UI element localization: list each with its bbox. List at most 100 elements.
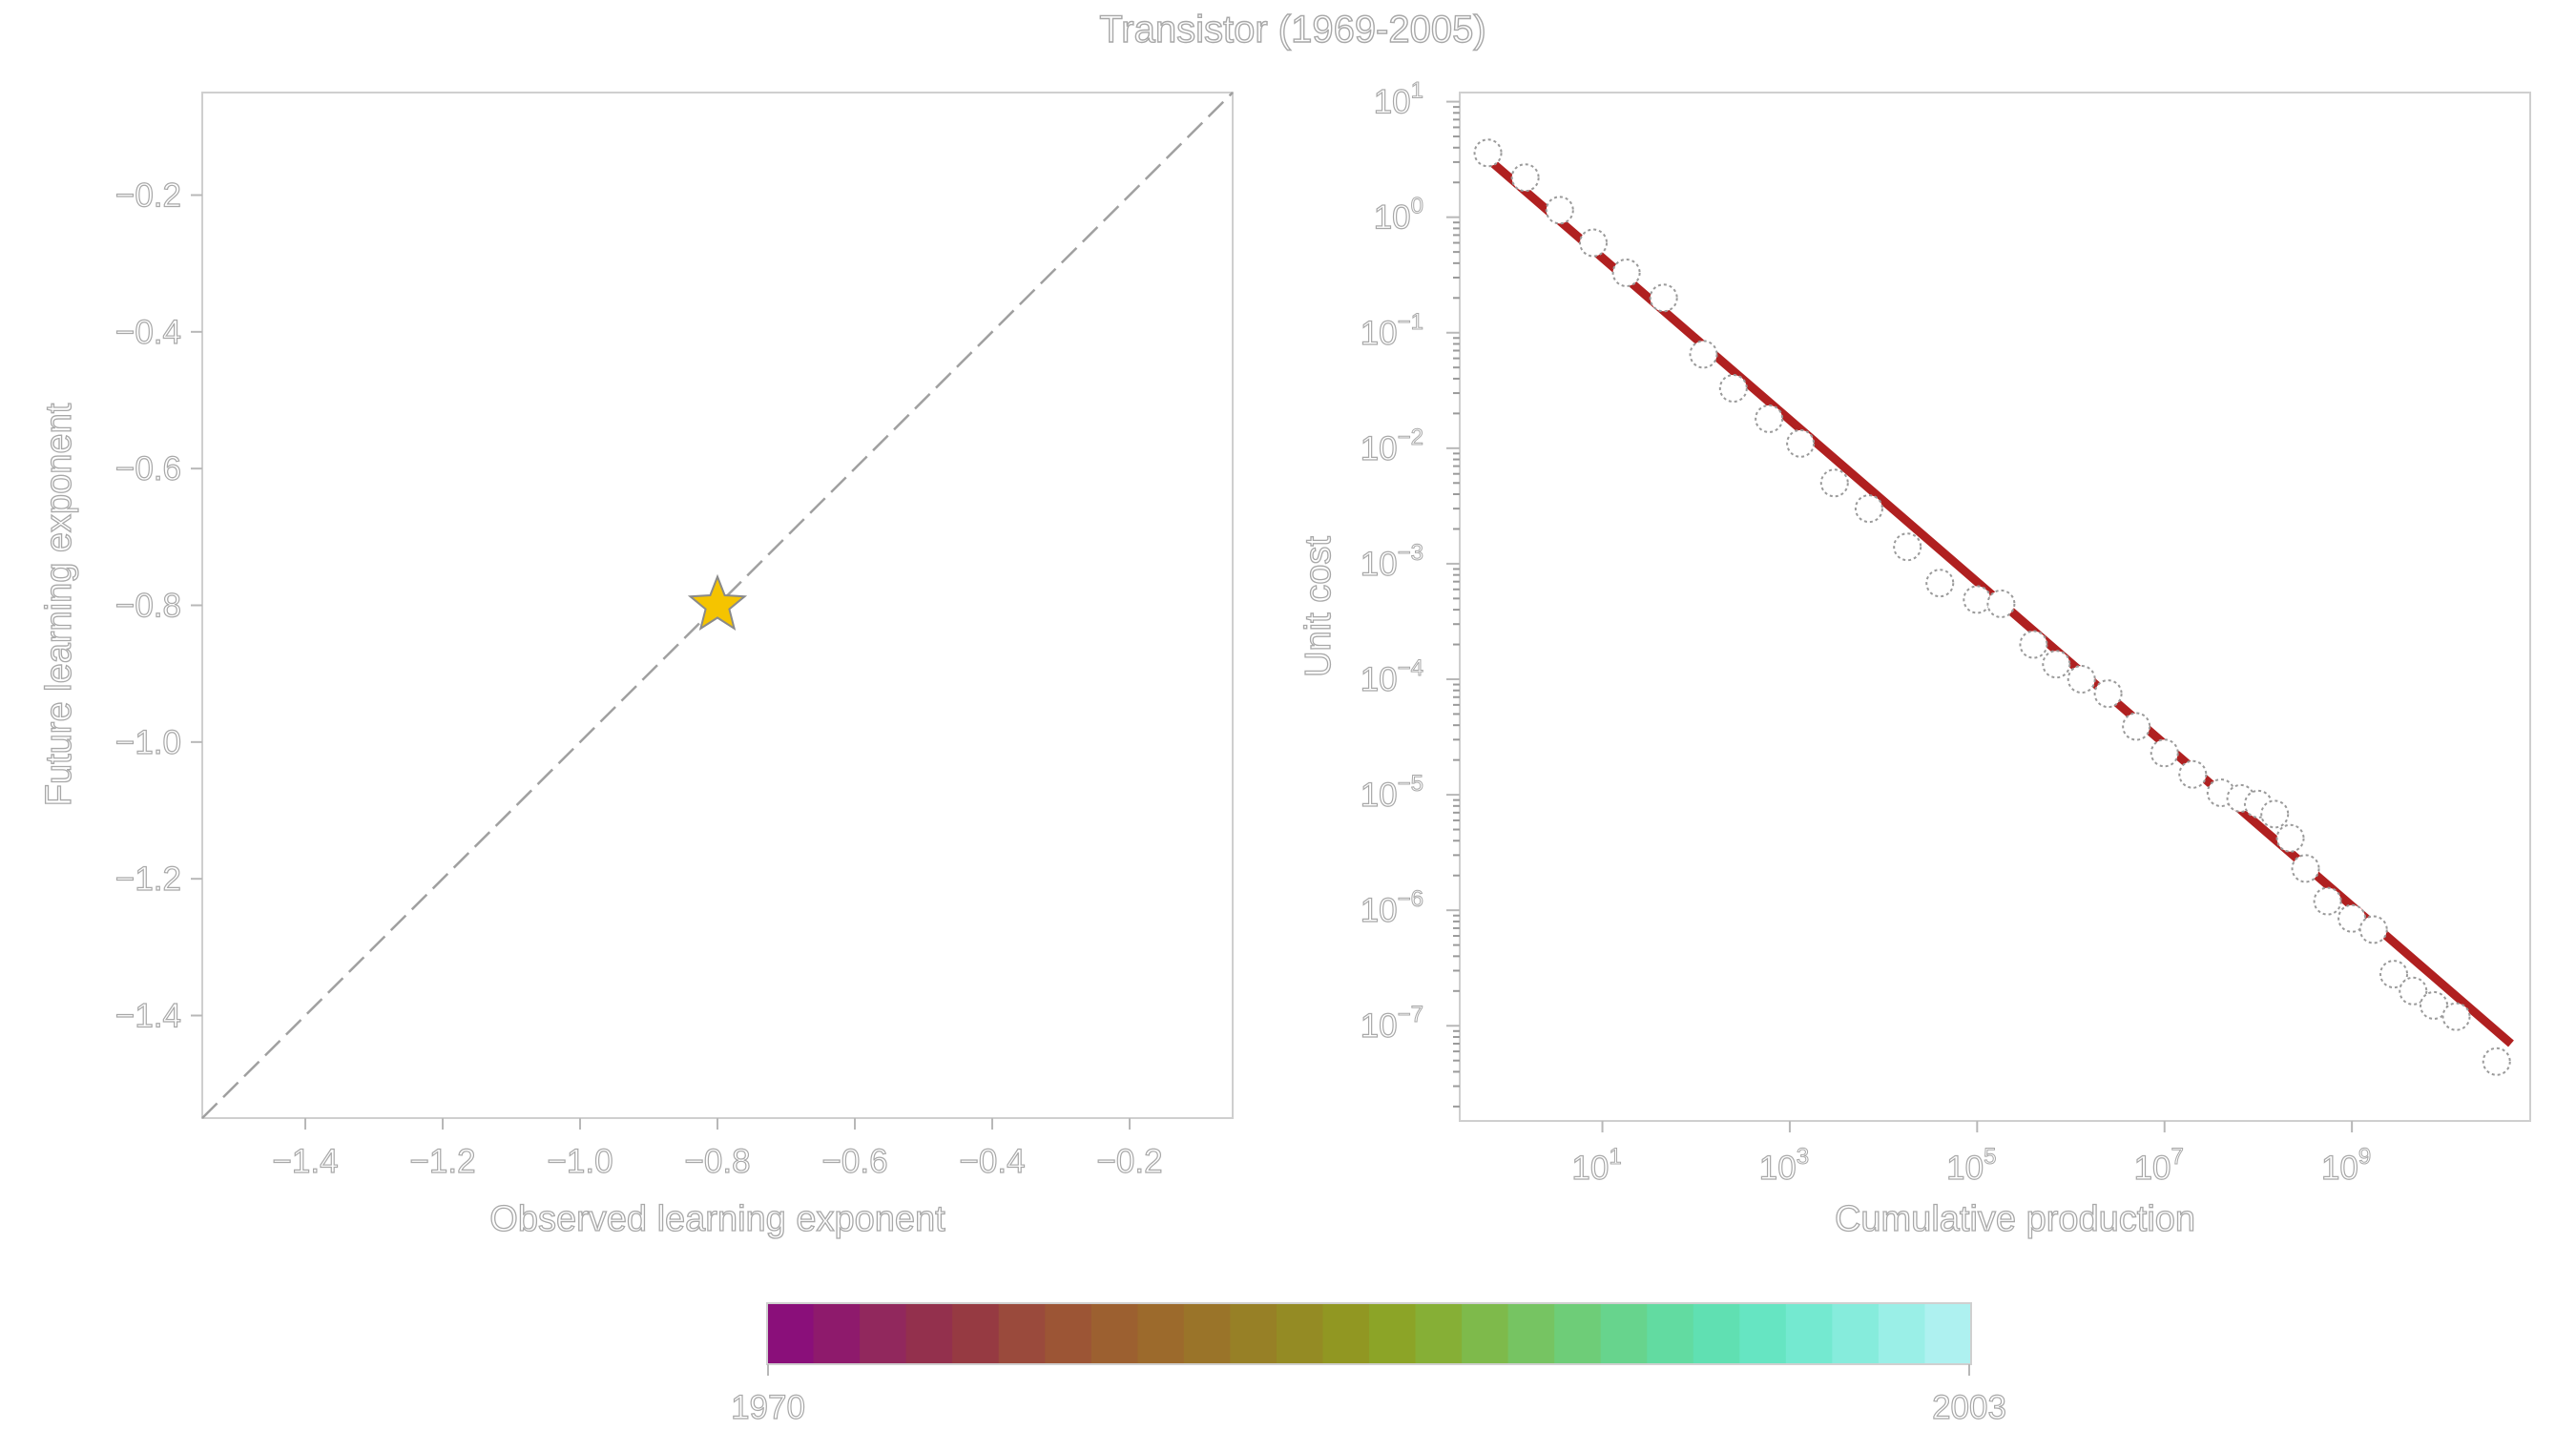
colorbar-cell [1369,1303,1417,1364]
figure-title: Transistor (1969-2005) [1099,9,1485,51]
left-y-tick-label: −0.2 [115,177,181,215]
right-y-tick-label: 101 [1374,78,1423,121]
right-y-axis-label: Unit cost [1298,536,1339,677]
data-point [1689,340,1718,369]
right-y-tick-exponent: −2 [1398,425,1423,450]
right-x-axis-ticks: 101 103 105 107 109 [1571,1121,2372,1188]
right-y-minor-ticks [1453,106,1460,1108]
data-point [2093,679,2123,709]
data-point [1819,468,1849,498]
right-y-tick-exponent: −4 [1398,655,1423,681]
right-x-tick-label: 109 [2321,1144,2371,1187]
left-x-axis-label: Observed learning exponent [489,1199,945,1239]
left-x-tick-label: −0.4 [959,1143,1025,1180]
right-x-tick-exponent: 3 [1797,1144,1809,1170]
colorbar-cell [1924,1303,1972,1364]
data-point [2019,630,2048,659]
data-point [2482,1047,2511,1076]
data-point [2122,712,2151,741]
right-points-layer [1473,138,2511,1076]
data-point [1718,374,1748,404]
right-y-tick-exponent: 1 [1411,78,1423,104]
colorbar-frame [766,1302,1972,1365]
data-point [1986,589,2016,618]
colorbar-cell [1507,1303,1555,1364]
colorbar-cell [1415,1303,1463,1364]
colorbar-cell [1739,1303,1787,1364]
left-x-tick-label: −0.8 [684,1143,750,1180]
colorbar-cell [813,1303,861,1364]
left-x-tick-label: −0.6 [821,1143,887,1180]
data-point [1925,569,1955,598]
right-x-tick-label: 107 [2134,1144,2184,1187]
right-x-tick-exponent: 1 [1609,1144,1621,1170]
colorbar-cell [1230,1303,1278,1364]
right-y-tick-exponent: −1 [1398,309,1423,335]
colorbar-cell [952,1303,1000,1364]
left-y-tick-label: −0.4 [115,314,181,351]
colorbar-cell [1878,1303,1926,1364]
right-x-tick-exponent: 5 [1984,1144,1996,1170]
colorbar-min-label: 1970 [731,1389,805,1426]
data-point [1579,228,1609,258]
year-colorbar: 1970 2003 [730,1302,2007,1427]
colorbar-cell [1785,1303,1834,1364]
colorbar-cell [1832,1303,1880,1364]
colorbar-cell [860,1303,907,1364]
colorbar-cell [1322,1303,1370,1364]
observed-future-star-point [687,573,748,632]
left-x-tick-label: −1.2 [409,1143,475,1180]
right-x-axis-label: Cumulative production [1835,1199,2195,1239]
data-point [1963,585,1992,614]
right-y-tick-exponent: −3 [1398,540,1423,566]
right-x-tick-exponent: 9 [2358,1144,2371,1170]
right-panel: 101 103 105 107 109 10110010−110−210−310−410… [1298,77,2531,1240]
colorbar-cell [1693,1303,1741,1364]
colorbar-cell [1091,1303,1139,1364]
data-point [2420,990,2449,1020]
data-point [2379,960,2409,989]
colorbar-cell [998,1303,1047,1364]
right-y-tick-label: 100 [1374,194,1423,237]
colorbar-cell [767,1303,815,1364]
left-y-tick-label: −0.6 [115,450,181,487]
data-point [1893,532,1922,562]
right-x-tick-label: 103 [1759,1144,1809,1187]
left-x-tick-label: −1.0 [547,1143,613,1180]
right-y-tick-label: 10−4 [1361,655,1423,698]
data-point [2067,664,2096,694]
left-y-tick-label: −1.4 [115,998,181,1035]
data-point [2313,886,2342,916]
colorbar-max-label: 2003 [1932,1389,2006,1426]
data-point [1854,494,1883,524]
colorbar-cell [1276,1303,1324,1364]
left-points-layer [687,573,748,632]
left-panel: −1.4 −1.2 −1.0 −0.8 −0.6 −0.4 −0.2 −0.2−0.4−0.… [38,92,1234,1240]
right-x-tick-label: 105 [1946,1144,1996,1187]
right-y-tick-label: 10−5 [1361,771,1423,814]
left-y-tick-label: −1.2 [115,861,181,898]
colorbar-gradient [767,1303,1972,1364]
data-point [2260,799,2290,829]
data-point [1649,283,1678,313]
right-x-tick-exponent: 7 [2171,1144,2184,1170]
data-point [2275,823,2305,853]
right-y-tick-label: 10−7 [1361,1002,1423,1045]
right-x-tick-label: 101 [1571,1144,1621,1187]
data-point [1473,138,1503,168]
right-y-tick-label: 10−3 [1361,540,1423,583]
colorbar-cell [905,1303,953,1364]
data-point [2150,738,2179,768]
data-point [1611,258,1641,287]
colorbar-cell [1462,1303,1509,1364]
right-y-tick-exponent: −6 [1398,886,1423,912]
right-y-tick-label: 10−6 [1361,886,1423,929]
colorbar-cell [1045,1303,1092,1364]
right-y-tick-exponent: −7 [1398,1002,1423,1027]
data-point [1545,196,1574,225]
left-y-tick-label: −1.0 [115,724,181,761]
left-y-axis-label: Future learning exponent [39,403,79,806]
data-point [2178,759,2208,789]
